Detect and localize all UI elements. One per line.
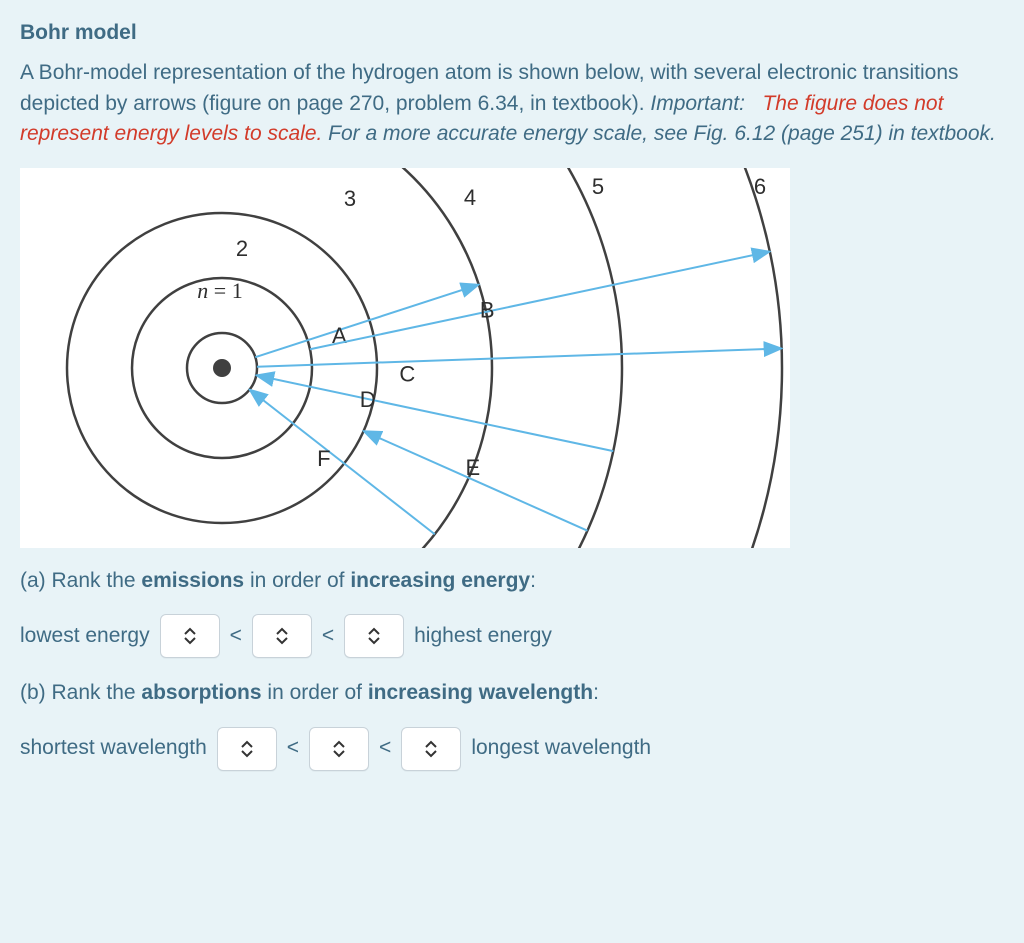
svg-text:B: B [480,297,495,322]
svg-text:C: C [399,361,415,386]
svg-text:F: F [317,446,330,471]
svg-text:2: 2 [236,236,248,261]
qa-bold1: emissions [141,569,244,592]
qa-prefix: (a) Rank the [20,569,141,592]
row-a-left-label: lowest energy [20,621,150,651]
separator: < [287,733,299,763]
qa-bold2: increasing energy [350,569,530,592]
caret-icon [184,627,196,645]
row-a-right-label: highest energy [414,621,552,651]
qb-prefix: (b) Rank the [20,681,141,704]
svg-text:6: 6 [754,174,766,199]
caret-icon [425,740,437,758]
row-a: lowest energy < < highest energy [20,614,1004,658]
caret-icon [241,740,253,758]
select-b-1[interactable] [217,727,277,771]
desc-post: For a more accurate energy scale, see Fi… [328,122,996,145]
separator: < [230,621,242,651]
svg-text:4: 4 [464,185,476,210]
svg-text:D: D [360,387,376,412]
qa-suffix: : [530,569,536,592]
bohr-diagram: n = 123456ABCDEF [20,168,790,548]
svg-text:E: E [466,455,481,480]
page-title: Bohr model [20,18,1004,48]
question-b: (b) Rank the absorptions in order of inc… [20,678,1004,708]
qb-bold1: absorptions [141,681,261,704]
row-b: shortest wavelength < < longest waveleng… [20,727,1004,771]
qb-mid: in order of [262,681,368,704]
select-a-2[interactable] [252,614,312,658]
separator: < [379,733,391,763]
select-a-3[interactable] [344,614,404,658]
select-b-3[interactable] [401,727,461,771]
caret-icon [276,627,288,645]
separator: < [322,621,334,651]
select-b-2[interactable] [309,727,369,771]
qa-mid: in order of [244,569,350,592]
row-b-right-label: longest wavelength [471,733,651,763]
problem-description: A Bohr-model representation of the hydro… [20,58,1004,149]
qb-suffix: : [593,681,599,704]
qb-bold2: increasing wavelength [368,681,593,704]
row-b-left-label: shortest wavelength [20,733,207,763]
select-a-1[interactable] [160,614,220,658]
caret-icon [333,740,345,758]
svg-text:n = 1: n = 1 [197,278,242,303]
svg-text:5: 5 [592,174,604,199]
caret-icon [368,627,380,645]
svg-text:3: 3 [344,186,356,211]
question-a: (a) Rank the emissions in order of incre… [20,566,1004,596]
desc-important-label: Important: [650,92,745,115]
